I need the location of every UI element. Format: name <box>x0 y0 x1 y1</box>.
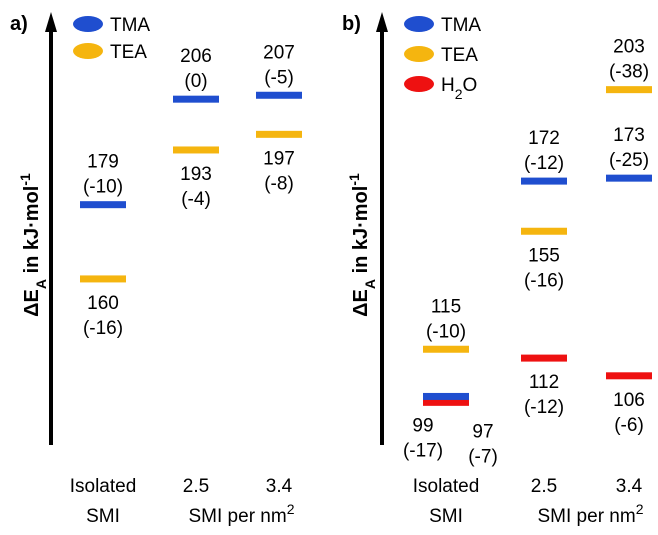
level-delta-label: (-4) <box>181 189 211 210</box>
level-value-label: 197 <box>263 148 295 169</box>
level-bar-tma <box>173 95 219 103</box>
x-tick-label: 3.4 <box>616 476 643 497</box>
y-axis-arrowhead <box>376 12 388 32</box>
y-axis-arrowhead <box>45 12 57 32</box>
x-tick-label: Isolated <box>70 476 137 497</box>
level-bar-h2o <box>606 372 652 380</box>
level-delta-label: (-8) <box>264 173 294 194</box>
level-value-label: 115 <box>431 296 461 317</box>
level-value-label: 206 <box>180 46 212 67</box>
level-bar-tea <box>521 227 567 235</box>
level-bar-tea <box>80 275 126 283</box>
level-bar-h2o <box>521 354 567 362</box>
level-delta-label: (-6) <box>614 415 644 436</box>
level-delta-label: (-16) <box>83 318 123 339</box>
level-value-label: 207 <box>263 42 295 63</box>
x-axis-note: SMI per nm2 <box>538 501 644 527</box>
level-value-label: 112 <box>529 372 559 393</box>
level-value-label: 173 <box>613 125 645 146</box>
level-delta-label: (-5) <box>264 67 294 88</box>
legend-label-tma: TMA <box>441 15 481 36</box>
y-axis-label: ΔEA in kJ·mol-1 <box>17 173 49 317</box>
legend-swatch-h2o <box>404 76 434 92</box>
level-value-label: 193 <box>180 164 212 185</box>
level-value-label: 203 <box>613 37 645 58</box>
legend-label-h2o: H2O <box>441 75 477 102</box>
level-delta-label: (-12) <box>524 397 564 418</box>
chart-panel-b: b) ΔEA in kJ·mol-1 TMA TEA H2O Isolated SMI 2.5… <box>342 12 652 527</box>
level-delta-label: (-25) <box>609 150 649 171</box>
level-bar-h2o <box>423 398 469 406</box>
level-value-label: 99 <box>412 415 433 436</box>
level-delta-label: (-10) <box>83 177 123 198</box>
level-delta-label: (-7) <box>468 446 498 467</box>
chart-panel-a: a) ΔEA in kJ·mol-1 TMA TEA Isolated SMI 2.5 3.4… <box>10 12 302 527</box>
panel-label: b) <box>342 13 361 35</box>
level-bar-tea <box>173 146 219 154</box>
level-delta-label: (-16) <box>524 270 564 291</box>
level-bar-tea <box>256 130 302 138</box>
x-tick-label: Isolated <box>413 476 480 497</box>
panel-label: a) <box>10 13 28 35</box>
level-bar-tea <box>423 345 469 353</box>
x-tick-label: 2.5 <box>183 476 209 497</box>
level-value-label: 179 <box>87 152 119 173</box>
level-bar-tma <box>80 201 126 209</box>
legend-label-tma: TMA <box>110 15 150 36</box>
x-axis-note: SMI per nm2 <box>189 501 295 527</box>
y-axis-label: ΔEA in kJ·mol-1 <box>346 173 378 317</box>
level-delta-label: (-10) <box>426 321 466 342</box>
legend-label-tea: TEA <box>110 42 147 63</box>
level-delta-label: (-38) <box>609 62 649 83</box>
legend-swatch-tma <box>404 16 434 32</box>
level-delta-label: (0) <box>184 71 207 92</box>
level-delta-label: (-12) <box>524 153 564 174</box>
level-bar-tma <box>256 91 302 99</box>
level-value-label: 155 <box>528 245 560 266</box>
x-tick-label: 3.4 <box>266 476 293 497</box>
level-bar-tma <box>521 177 567 185</box>
level-delta-label: (-17) <box>403 440 443 461</box>
x-tick-label-line2: SMI <box>429 506 463 527</box>
level-bar-tma <box>423 392 469 400</box>
level-bar-tma <box>606 174 652 182</box>
legend-swatch-tea <box>73 43 103 59</box>
level-value-label: 172 <box>528 128 560 149</box>
level-value-label: 160 <box>87 293 119 314</box>
level-value-label: 97 <box>472 421 493 442</box>
legend-swatch-tea <box>404 46 434 62</box>
x-tick-label-line2: SMI <box>86 506 120 527</box>
level-value-label: 106 <box>613 390 645 411</box>
x-tick-label: 2.5 <box>531 476 557 497</box>
legend-swatch-tma <box>73 16 103 32</box>
legend-label-tea: TEA <box>441 45 478 66</box>
level-bar-tea <box>606 86 652 94</box>
